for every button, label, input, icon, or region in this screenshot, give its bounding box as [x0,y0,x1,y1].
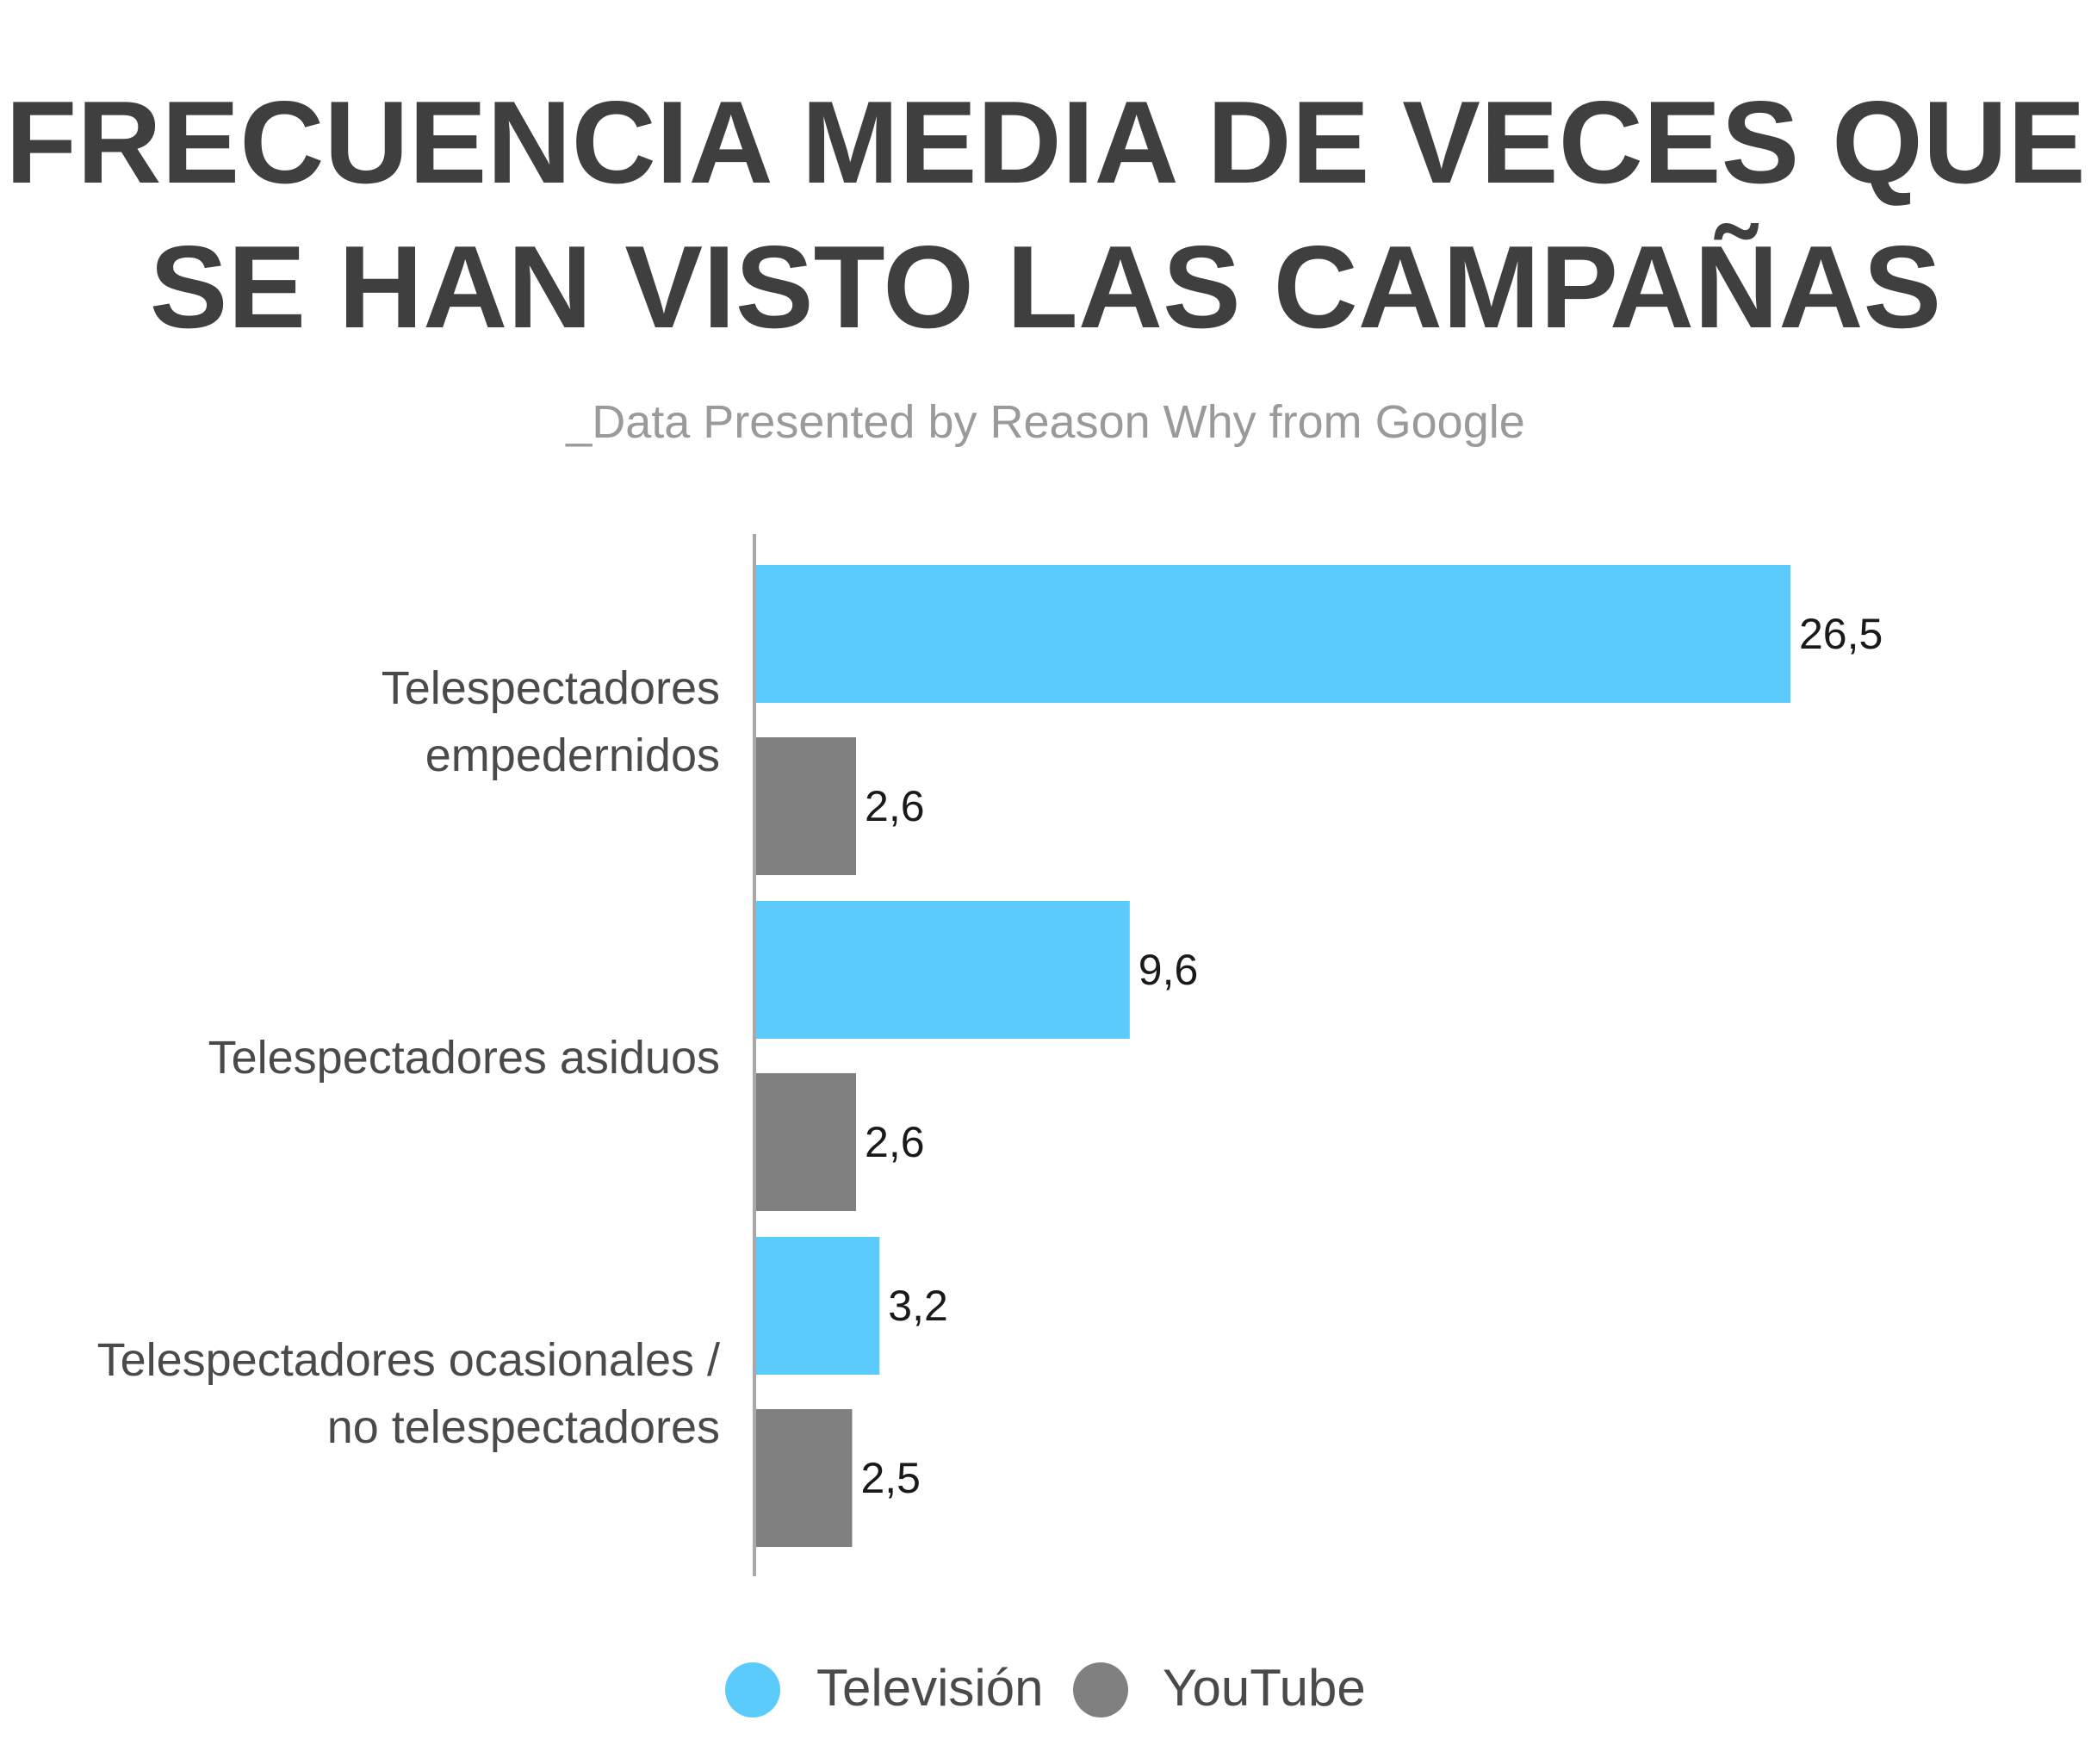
value-label: 3,2 [888,1282,948,1330]
legend: Televisión YouTube [725,1659,1366,1717]
value-label: 9,6 [1139,946,1199,994]
legend-label: Televisión [816,1659,1043,1717]
bar-youtube [754,1409,853,1547]
category-label: empedernidos [425,730,720,781]
value-label: 26,5 [1799,610,1883,658]
category-label: no telespectadores [327,1401,720,1453]
value-label: 2,6 [865,1118,925,1166]
bar-youtube [754,1073,857,1211]
bar-youtube [754,737,857,875]
chart-subtitle: _Data Presented by Reason Why from Googl… [565,396,1525,448]
chart-title-line-1: FRECUENCIA MEDIA DE VECES QUE [5,77,2086,208]
legend-label: YouTube [1163,1659,1366,1717]
bar-television [754,901,1130,1039]
bar-television [754,565,1790,703]
bar-television [754,1237,880,1375]
plot-area: Telespectadores empedernidos 26,5 2,6 Telesp… [97,565,1883,1547]
category-label: Telespectadores asiduos [208,1032,720,1084]
value-label: 2,6 [865,782,925,830]
category-label: Telespectadores [382,662,720,714]
category-label: Telespectadores ocasionales / [97,1334,720,1386]
legend-marker [725,1662,780,1717]
legend-marker [1073,1662,1128,1717]
chart-title-line-2: SE HAN VISTO LAS CAMPAÑAS [150,221,1942,352]
value-label: 2,5 [860,1454,921,1502]
